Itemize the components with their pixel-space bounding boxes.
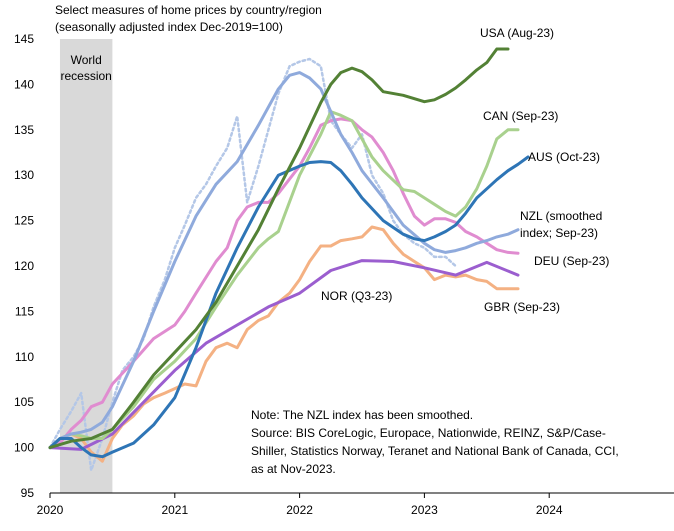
recession-label: World [71,53,102,67]
source-line: as at Nov-2023. [251,462,336,476]
series-line-nzl [48,71,520,450]
series-labels: USA (Aug-23) CAN (Sep-23) AUS (Oct-23) NZL … [321,26,609,314]
chart-subtitle: (seasonally adjusted index Dec-2019=100) [55,20,283,34]
x-tick-label: 2021 [161,503,188,517]
source-line: Source: BIS CoreLogic, Europace, Nationw… [251,426,606,440]
series-lines [48,47,530,472]
x-axis-ticks: 2020 2021 2022 2023 2024 [37,493,563,517]
series-line-can [48,110,520,450]
y-tick-label: 110 [15,350,34,364]
y-tick-label: 95 [21,486,35,500]
x-tick-label: 2022 [286,503,313,517]
y-tick-label: 135 [14,123,34,137]
x-tick-label: 2024 [536,503,563,517]
x-tick-label: 2023 [411,503,438,517]
recession-label: recession [61,69,112,83]
y-tick-label: 140 [14,77,34,91]
series-label: AUS (Oct-23) [528,150,600,164]
y-tick-label: 120 [14,259,34,273]
y-tick-label: 105 [14,395,34,409]
series-label: NZL (smoothed [520,209,602,223]
series-label: NOR (Q3-23) [321,289,392,303]
note-line: Note: The NZL index has been smoothed. [251,408,473,422]
series-line-aus [48,155,530,459]
y-tick-label: 100 [14,441,34,455]
series-label: USA (Aug-23) [480,26,554,40]
y-tick-label: 130 [14,168,34,182]
series-label: DEU (Sep-23) [534,254,609,268]
series-line-gbr [48,225,520,463]
y-tick-label: 125 [14,214,34,228]
y-tick-label: 115 [15,304,34,318]
y-axis-ticks: 95 100 105 110 115 120 125 130 135 140 145 [14,32,34,500]
y-tick-label: 145 [14,32,34,46]
x-tick-label: 2020 [37,503,64,517]
source-line: Shiller, Statistics Norway, Teranet and … [251,444,619,458]
series-label: CAN (Sep-23) [483,109,558,123]
series-line-nor [48,259,520,451]
series-line-usa [48,47,510,450]
series-label: index; Sep-23) [520,226,598,240]
series-label: GBR (Sep-23) [484,300,560,314]
chart-title: Select measures of home prices by countr… [55,3,322,17]
series-line-deu [48,117,520,450]
